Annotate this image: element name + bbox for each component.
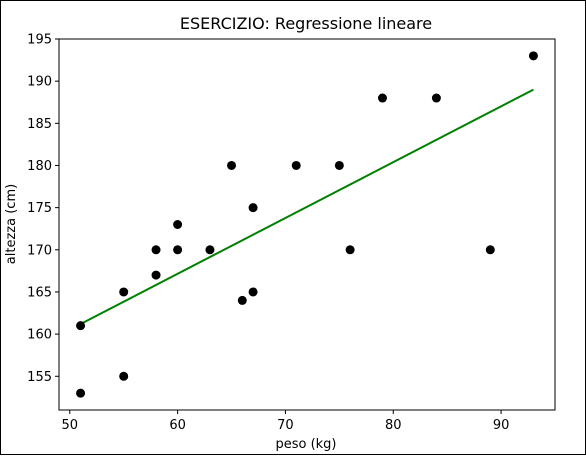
y-axis: 155 160 165 170 175 180 185 190 195 [27, 33, 59, 385]
y-tick-label: 195 [27, 33, 52, 48]
y-tick-label: 185 [27, 117, 52, 132]
data-point [173, 245, 183, 255]
y-tick-label: 165 [27, 285, 52, 300]
data-point [205, 245, 215, 255]
data-point [151, 270, 161, 280]
data-point [237, 295, 247, 305]
x-tick-label: 80 [385, 418, 402, 433]
data-point [377, 93, 387, 103]
data-point [291, 160, 301, 170]
data-point [528, 51, 538, 61]
data-point [334, 160, 344, 170]
x-tick-label: 50 [62, 418, 79, 433]
y-axis-label: altezza (cm) [4, 184, 19, 264]
x-tick-label: 70 [277, 418, 294, 433]
regression-line-layer [80, 88, 534, 325]
chart-title: ESERCIZIO: Regressione lineare [180, 14, 432, 33]
data-point [119, 371, 129, 381]
x-axis-label: peso (kg) [275, 437, 336, 452]
data-point [151, 245, 161, 255]
data-point [431, 93, 441, 103]
x-tick-label: 90 [493, 418, 510, 433]
data-point [227, 160, 237, 170]
data-point [485, 245, 495, 255]
y-tick-label: 180 [27, 159, 52, 174]
y-tick-label: 175 [27, 201, 52, 216]
data-point [76, 388, 86, 398]
regression-line [80, 88, 534, 325]
data-point [248, 203, 258, 213]
y-tick-label: 190 [27, 75, 52, 90]
data-point [345, 245, 355, 255]
x-tick-label: 60 [169, 418, 186, 433]
data-point [173, 220, 183, 229]
data-point [248, 287, 258, 297]
y-tick-label: 155 [27, 370, 52, 385]
data-point [76, 321, 86, 331]
x-axis: 50 60 70 80 90 [62, 410, 510, 433]
data-point [119, 287, 129, 297]
plot-frame [58, 38, 556, 411]
points-layer [76, 51, 538, 398]
y-tick-label: 170 [27, 243, 52, 258]
y-tick-label: 160 [27, 328, 52, 343]
